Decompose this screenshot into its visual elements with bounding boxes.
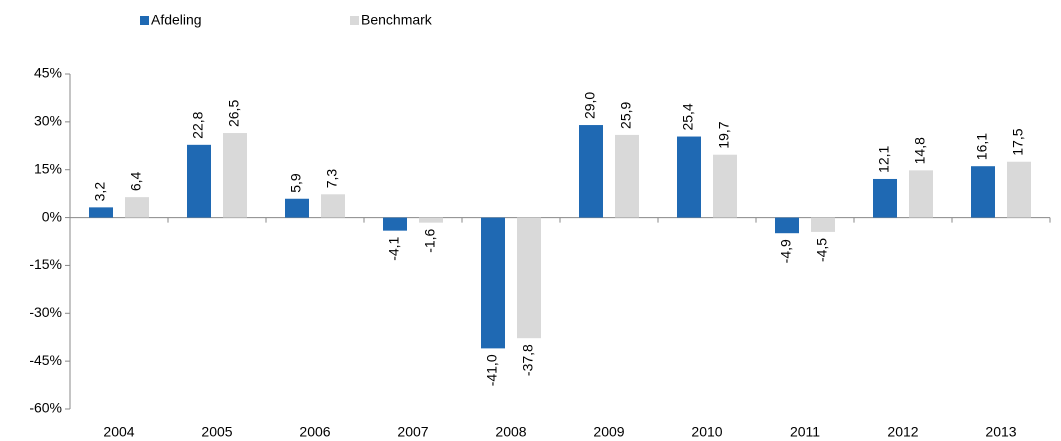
- bar: [873, 178, 897, 218]
- x-tick-label: 2011: [790, 424, 820, 440]
- y-tick-label: 45%: [34, 65, 62, 81]
- bar: [517, 217, 541, 339]
- x-tick-label: 2007: [397, 424, 428, 440]
- x-tick-label: 2004: [103, 424, 134, 440]
- data-label: 29,0: [582, 92, 598, 119]
- data-label: 26,5: [226, 100, 242, 127]
- bar: [713, 154, 737, 218]
- data-label: 25,9: [618, 101, 634, 128]
- data-label: 6,4: [128, 171, 144, 191]
- x-tick-label: 2013: [985, 424, 1016, 440]
- data-label: 25,4: [680, 103, 696, 130]
- data-label: 14,8: [912, 137, 928, 164]
- bar: [125, 197, 149, 218]
- x-tick-label: 2005: [201, 424, 232, 440]
- bar: [321, 194, 345, 218]
- bar: [971, 166, 995, 218]
- data-label: 19,7: [716, 121, 732, 148]
- data-label: -4,9: [778, 239, 794, 263]
- y-tick-label: 0%: [42, 208, 62, 224]
- y-tick-label: -60%: [29, 400, 62, 416]
- y-tick-label: -15%: [29, 256, 62, 272]
- legend-label: Afdeling: [151, 12, 202, 28]
- bar: [187, 144, 211, 218]
- data-label: 12,1: [876, 146, 892, 173]
- bar: [89, 207, 113, 218]
- bar: [1007, 161, 1031, 218]
- bar: [285, 198, 309, 218]
- bar: [481, 217, 505, 349]
- data-label: 5,9: [288, 173, 304, 193]
- data-label: 17,5: [1010, 128, 1026, 155]
- bar: [419, 217, 443, 223]
- data-label: -41,0: [484, 354, 500, 386]
- bar: [383, 217, 407, 231]
- x-tick-label: 2009: [593, 424, 624, 440]
- data-label: 3,2: [92, 182, 108, 202]
- legend-swatch: [350, 16, 359, 25]
- bar: [579, 125, 603, 218]
- x-tick-label: 2006: [299, 424, 330, 440]
- bar: [811, 217, 835, 232]
- data-label: 7,3: [324, 169, 340, 189]
- data-label: -1,6: [422, 228, 438, 252]
- x-tick-label: 2008: [495, 424, 526, 440]
- y-tick-label: -45%: [29, 352, 62, 368]
- x-tick-label: 2012: [887, 424, 918, 440]
- legend-swatch: [140, 16, 149, 25]
- data-label: -4,5: [814, 238, 830, 262]
- y-tick-label: 15%: [34, 160, 62, 176]
- bar: [909, 170, 933, 218]
- bar: [615, 134, 639, 218]
- y-tick-label: -30%: [29, 304, 62, 320]
- data-label: 16,1: [974, 133, 990, 160]
- data-label: -37,8: [520, 344, 536, 376]
- x-tick-label: 2010: [691, 424, 722, 440]
- bar: [223, 133, 247, 218]
- y-tick-label: 30%: [34, 113, 62, 129]
- data-label: -4,1: [386, 236, 402, 260]
- data-label: 22,8: [190, 111, 206, 138]
- bar: [775, 217, 799, 234]
- legend-label: Benchmark: [361, 12, 433, 28]
- bar: [677, 136, 701, 218]
